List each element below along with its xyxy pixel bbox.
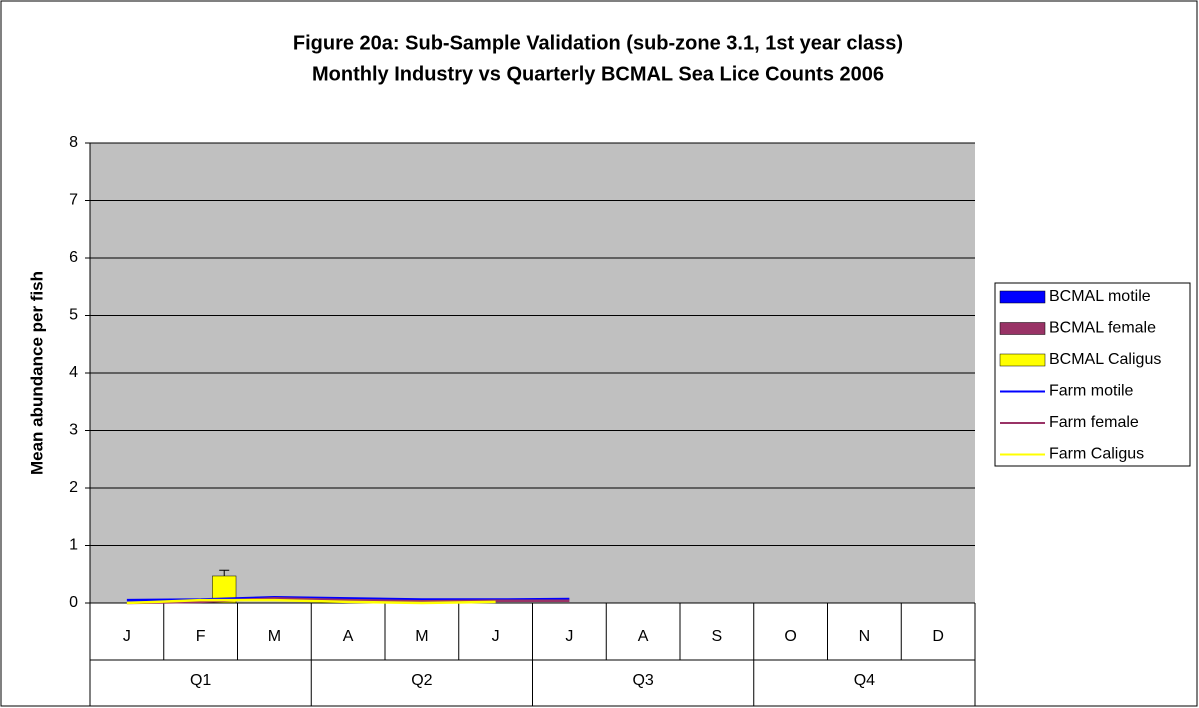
y-axis-title: Mean abundance per fish: [27, 271, 46, 475]
line: [126, 598, 496, 605]
legend-label: BCMAL motile: [1049, 288, 1151, 305]
x-tick-label: J: [565, 628, 573, 645]
chart-title: Monthly Industry vs Quarterly BCMAL Sea …: [312, 63, 884, 85]
y-tick-label: 2: [69, 479, 78, 496]
x-group-label: Q2: [411, 672, 432, 689]
x-tick-label: A: [638, 628, 649, 645]
legend-label: BCMAL Caligus: [1049, 351, 1161, 368]
x-group-label: Q3: [632, 672, 653, 689]
y-tick-label: 6: [69, 249, 78, 266]
x-tick-label: M: [415, 628, 428, 645]
y-tick-label: 8: [69, 134, 78, 151]
y-tick-label: 4: [69, 364, 78, 381]
legend-swatch: [999, 290, 1046, 304]
line: [126, 597, 570, 605]
x-tick-label: N: [859, 628, 871, 645]
x-group-label: Q4: [854, 672, 875, 689]
legend-label: BCMAL female: [1049, 320, 1156, 337]
x-tick-label: S: [712, 628, 723, 645]
x-tick-label: O: [784, 628, 796, 645]
legend-label: Farm female: [1049, 414, 1139, 431]
x-tick-label: J: [123, 628, 131, 645]
y-tick-label: 1: [69, 537, 78, 554]
y-tick-label: 5: [69, 307, 78, 324]
x-tick-label: F: [196, 628, 206, 645]
legend-label: Farm Caligus: [1049, 446, 1144, 463]
x-group-label: Q1: [190, 672, 211, 689]
error-bar: [219, 569, 230, 576]
x-tick-label: M: [268, 628, 281, 645]
legend-label: Farm motile: [1049, 383, 1134, 400]
legend-swatch: [999, 353, 1046, 367]
y-tick-label: 0: [69, 594, 78, 611]
x-tick-label: J: [492, 628, 500, 645]
legend-box: [994, 282, 1191, 467]
y-tick-label: 7: [69, 192, 78, 209]
x-tick-label: A: [343, 628, 354, 645]
chart-title: Figure 20a: Sub-Sample Validation (sub-z…: [293, 32, 903, 54]
x-tick-label: D: [932, 628, 944, 645]
y-tick-label: 3: [69, 422, 78, 439]
legend-swatch: [999, 322, 1046, 335]
